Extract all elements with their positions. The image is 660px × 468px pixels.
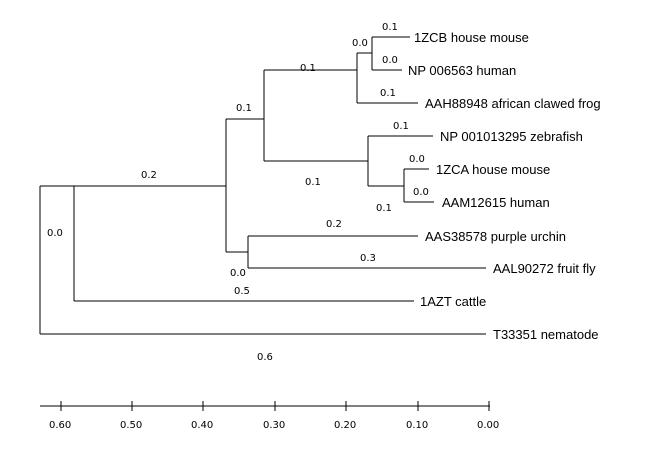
leaf-label: AAS38578 purple urchin: [425, 229, 566, 244]
leaf-label: NP 006563 human: [408, 63, 516, 78]
branch-length-label: 0.6: [257, 352, 273, 363]
branch-length-label: 0.1: [380, 88, 396, 99]
branch-length-label: 0.1: [376, 203, 392, 214]
branch-length-label: 0.1: [300, 63, 316, 74]
branch-length-label: 0.0: [352, 38, 368, 49]
leaf-label: 1ZCB house mouse: [414, 30, 529, 45]
branch-length-label: 0.0: [47, 228, 63, 239]
axis-tick-label: 0.00: [477, 420, 499, 431]
branch-length-label: 0.1: [382, 22, 398, 33]
branch-length-label: 0.0: [409, 154, 425, 165]
axis-tick-label: 0.20: [334, 420, 356, 431]
branch-length-label: 0.2: [326, 219, 342, 230]
leaf-label: NP 001013295 zebrafish: [440, 129, 583, 144]
axis-tick-label: 0.30: [263, 420, 285, 431]
branch-length-label: 0.1: [236, 103, 252, 114]
leaf-label: T33351 nematode: [493, 327, 599, 342]
axis-tick-label: 0.40: [191, 420, 213, 431]
leaf-label: AAL90272 fruit fly: [493, 261, 596, 276]
scale-axis: 0.60 0.50 0.40 0.30 0.20 0.10 0.00: [40, 401, 499, 431]
branch-length-label: 0.1: [393, 121, 409, 132]
leaf-label: 1AZT cattle: [420, 294, 486, 309]
leaf-label: 1ZCA house mouse: [436, 162, 550, 177]
branch-length-label: 0.0: [230, 268, 246, 279]
branch-length-label: 0.5: [234, 286, 250, 297]
branch-length-label: 0.3: [360, 253, 376, 264]
axis-tick-label: 0.50: [120, 420, 142, 431]
branch-length-label: 0.2: [141, 170, 157, 181]
tree-branches: [39, 36, 486, 335]
axis-tick-label: 0.10: [406, 420, 428, 431]
branch-length-label: 0.1: [305, 177, 321, 188]
axis-tick-label: 0.60: [49, 420, 71, 431]
leaf-label: AAM12615 human: [442, 195, 550, 210]
leaf-label: AAH88948 african clawed frog: [425, 96, 601, 111]
branch-length-label: 0.0: [413, 187, 429, 198]
leaf-labels: 1ZCB house mouse NP 006563 human AAH8894…: [408, 30, 601, 342]
branch-length-label: 0.0: [382, 55, 398, 66]
branch-length-labels: 0.1 0.0 0.0 0.1 0.1 0.1 0.1 0.0 0.0 0.1 …: [47, 22, 429, 363]
